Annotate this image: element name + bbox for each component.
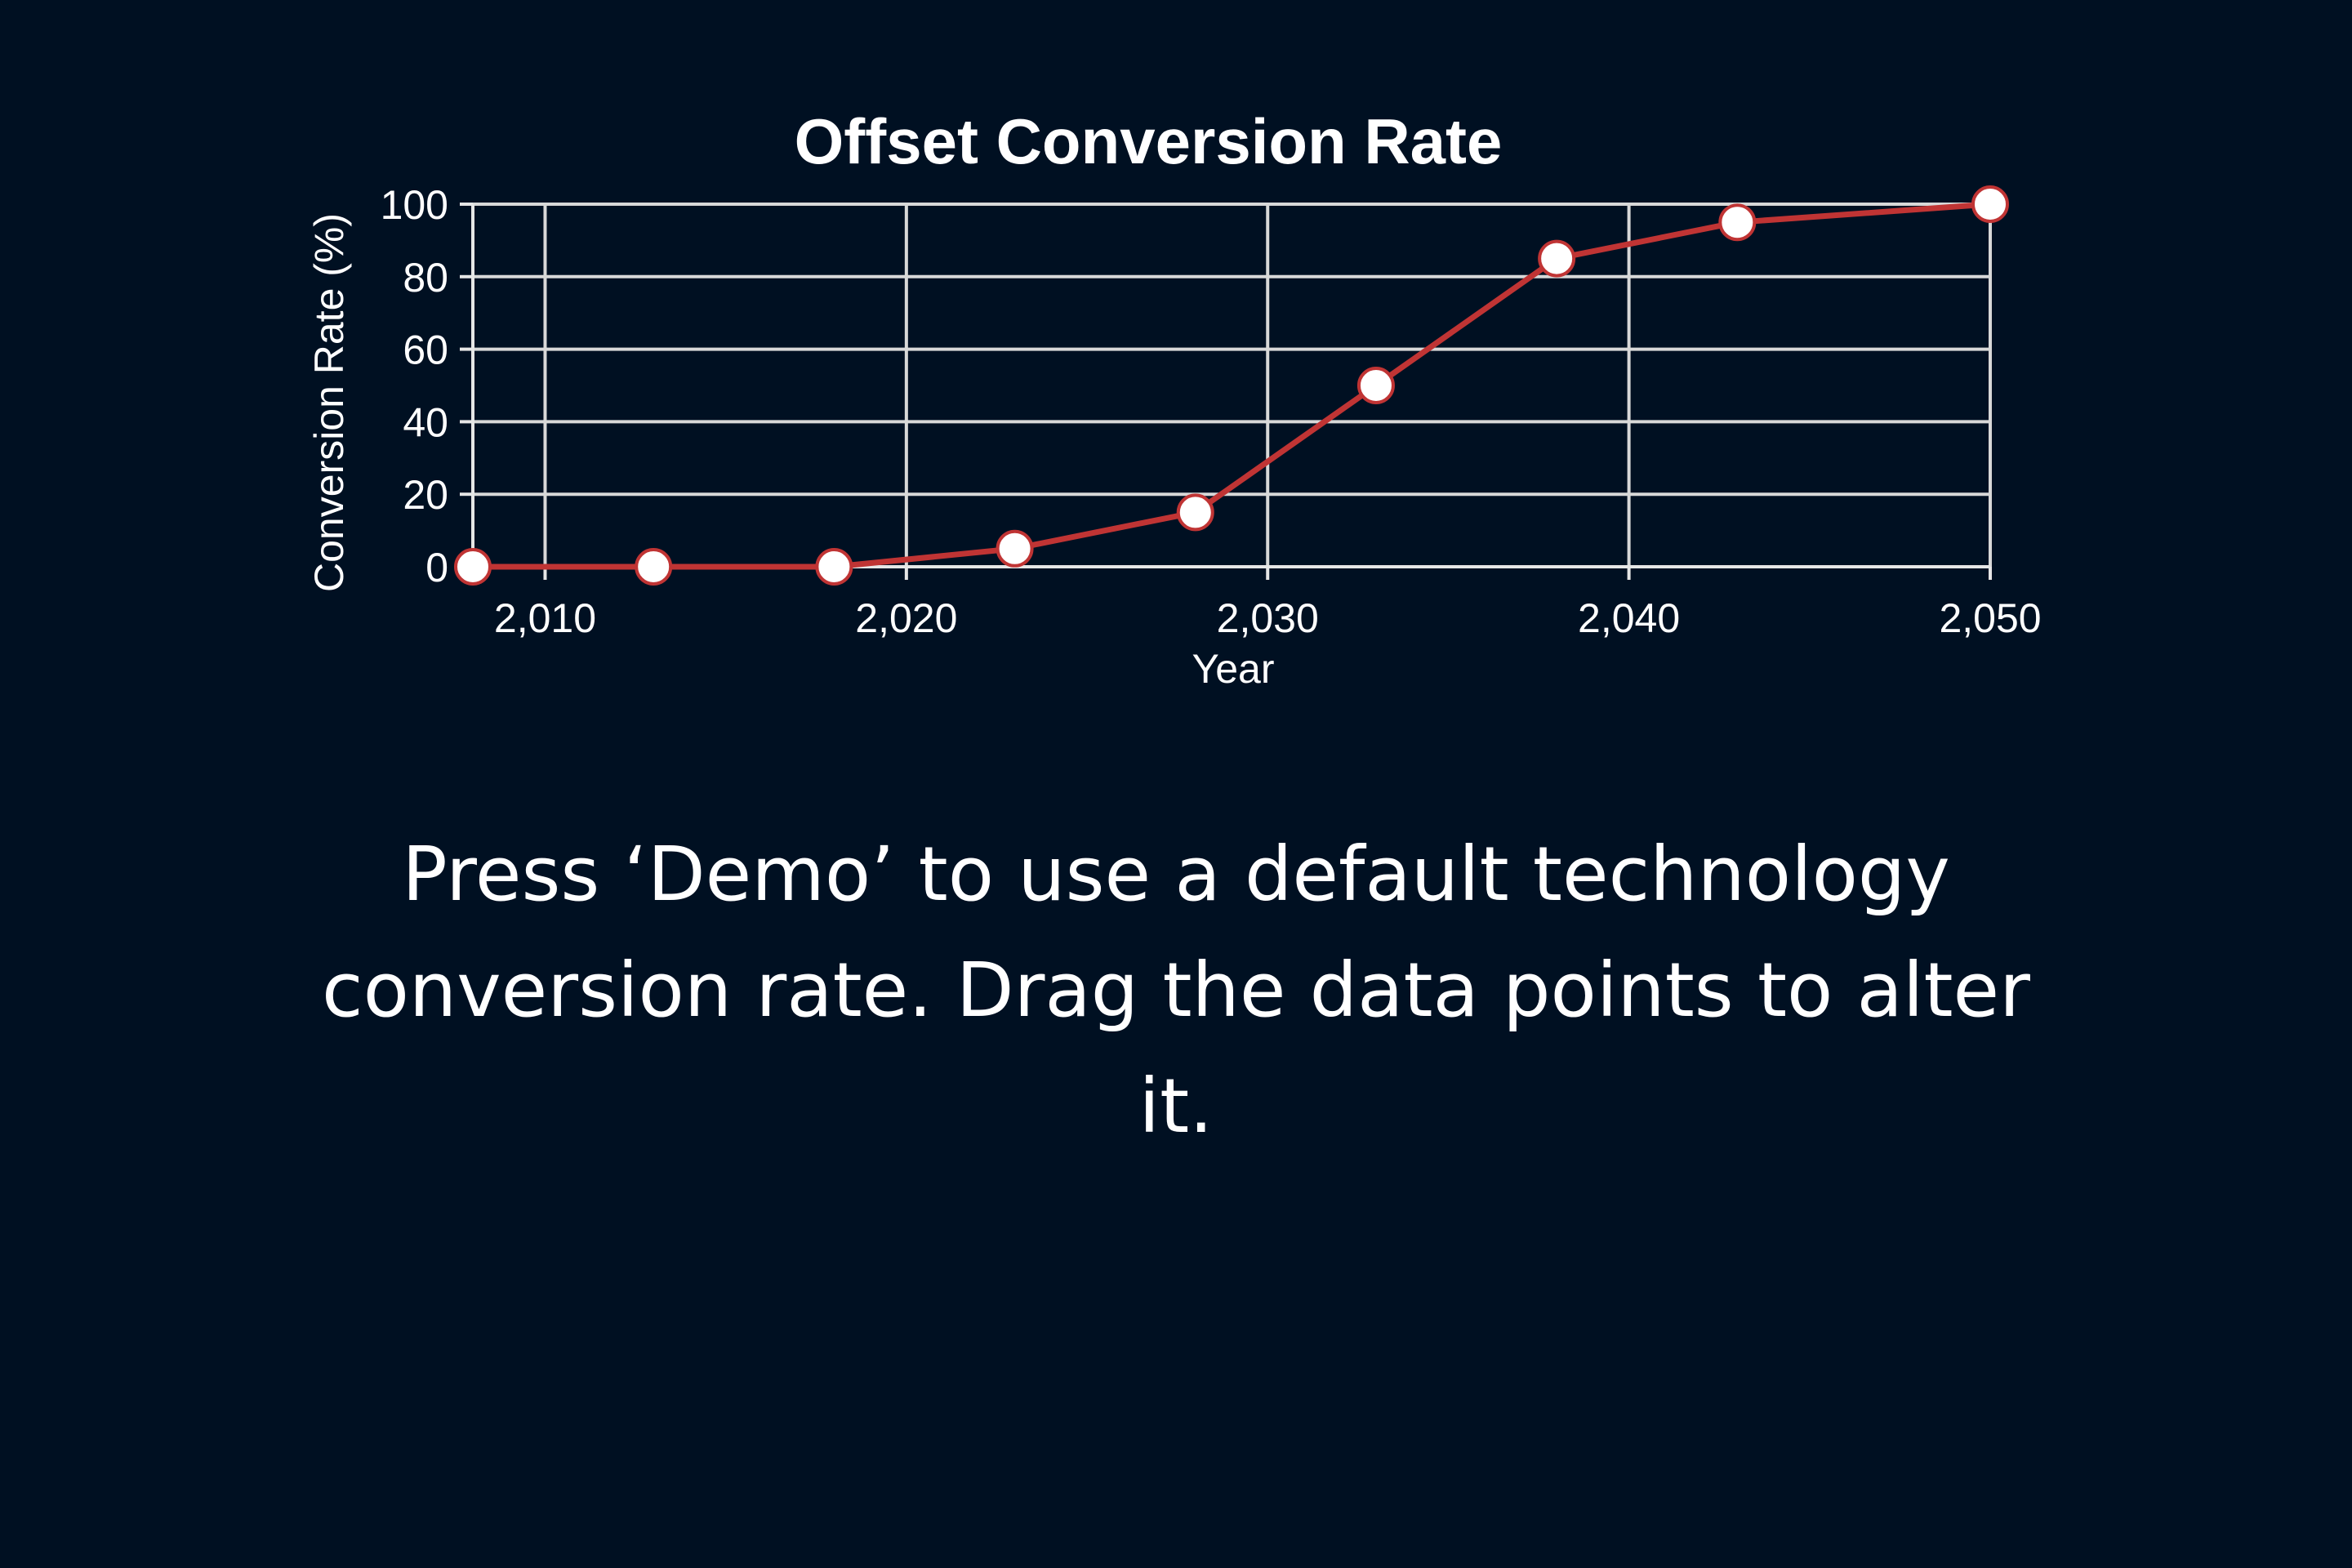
tick-labels: 0 20 40 60 80 100 2,010 2,020 2,030 2,040 2,050 [381,182,2042,641]
data-point[interactable] [454,548,492,586]
y-tick-label: 60 [403,327,448,373]
data-point[interactable] [1718,203,1757,242]
y-tick-label: 80 [403,255,448,301]
y-tick-label: 40 [403,399,448,445]
x-tick-label: 2,040 [1578,595,1680,641]
x-tick-label: 2,010 [494,595,596,641]
data-points[interactable] [454,185,2009,586]
data-point[interactable] [1538,239,1576,278]
y-tick-label: 20 [403,472,448,518]
x-axis-label: Year [1192,646,1274,692]
axes [460,203,1992,580]
y-axis-label: Conversion Rate (%) [306,213,352,592]
data-point[interactable] [635,548,673,586]
conversion-rate-chart: Offset Conversion Rate 0 20 40 60 80 100 2,010… [306,105,2042,692]
grid [473,203,1992,568]
data-point[interactable] [1176,493,1214,532]
instruction-text: Press ‘Demo’ to use a default technology… [322,831,2030,1150]
x-tick-label: 2,030 [1217,595,1319,641]
data-point[interactable] [1356,367,1395,404]
x-tick-label: 2,050 [1939,595,2041,641]
x-tick-label: 2,020 [855,595,957,641]
y-tick-label: 100 [381,182,448,228]
y-tick-label: 0 [425,545,448,590]
data-point[interactable] [996,529,1034,568]
chart-title: Offset Conversion Rate [795,105,1503,177]
data-point[interactable] [1971,185,2009,223]
conversion-rate-line [473,201,1991,570]
data-point[interactable] [815,548,853,586]
